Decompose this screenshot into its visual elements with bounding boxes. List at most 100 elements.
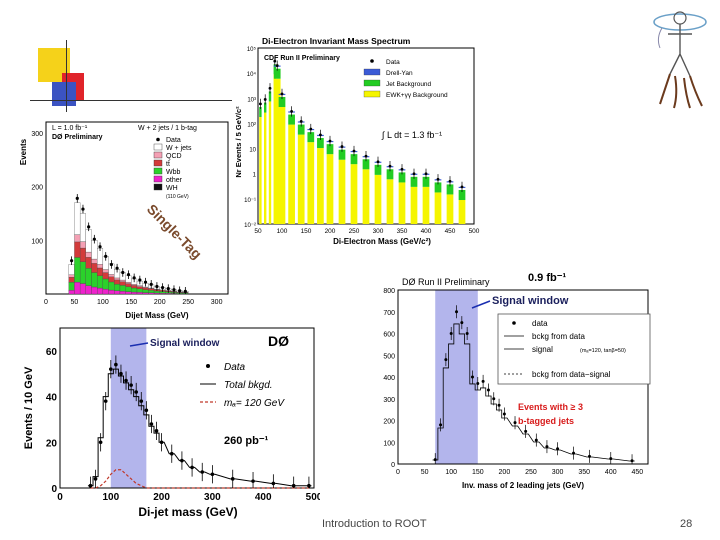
- legend-entry: Data: [386, 59, 400, 66]
- legend-swatch: [153, 167, 163, 175]
- data-point: [476, 382, 480, 386]
- stack-bar-wbb: [114, 283, 121, 291]
- single-tag-stamp: Single-Tag: [144, 201, 205, 262]
- jet-bar: [278, 96, 286, 108]
- legend-entry: QCD: [166, 153, 182, 160]
- x-tick-label: 150: [472, 469, 484, 476]
- legend-entry-signal: mₐ= 120 GeV: [224, 398, 285, 409]
- deco-vline: [66, 40, 67, 120]
- stack-bar-wbb: [68, 282, 75, 291]
- data-point: [492, 397, 496, 401]
- legend-entry: Drell-Yan: [386, 70, 413, 77]
- legend-entry: bckg from data: [532, 332, 585, 341]
- data-point: [180, 458, 184, 463]
- data-point: [200, 470, 205, 474]
- ewk-bar: [273, 78, 281, 224]
- x-tick-label: 150: [301, 228, 312, 235]
- stack-bar-ttbar: [119, 281, 126, 286]
- data-point: [465, 332, 469, 335]
- x-tick-label: 300: [211, 299, 223, 306]
- lumi-label: ∫ L dt = 1.3 fb⁻¹: [381, 130, 442, 140]
- jet-bar: [350, 154, 358, 165]
- data-point: [630, 459, 634, 463]
- ewk-bar: [386, 179, 394, 224]
- signal-window-label: Signal window: [492, 295, 569, 307]
- ewk-bar: [398, 182, 406, 224]
- stack-bar-wbb: [85, 268, 92, 286]
- data-point: [470, 375, 474, 379]
- legend-entry: other: [166, 177, 183, 184]
- y-tick-label: 0: [51, 484, 57, 495]
- y-tick-label: 200: [31, 185, 43, 192]
- legend-swatch: [363, 68, 381, 76]
- stack-bar-qcd: [114, 277, 121, 281]
- y-tick-label: 300: [383, 397, 395, 404]
- y-tick-label: 0: [391, 462, 395, 469]
- data-point: [486, 388, 490, 392]
- footer-title: Introduction to ROOT: [322, 518, 427, 530]
- data-point: [534, 438, 538, 442]
- legend-entry: (mₐ=120, tanβ=50): [580, 348, 626, 354]
- stack-bar-ttbar: [142, 287, 149, 290]
- stack-bar-qcd: [131, 284, 138, 286]
- data-point: [139, 399, 144, 403]
- preliminary-label: CDF Run II Preliminary: [264, 55, 340, 62]
- data-point: [572, 451, 576, 455]
- panel-d0-run2-plot: 0 50 100 150 200 250 300 350 400 450 0 100 200 300 400…: [368, 268, 660, 496]
- stack-bar-other: [74, 281, 81, 295]
- stack-bar-qcd: [79, 241, 86, 249]
- ewk-bar: [446, 194, 454, 224]
- signal-window-arrow: [129, 342, 149, 347]
- x-tick-label: 200: [154, 299, 166, 306]
- signal-window-band: [435, 290, 478, 464]
- y-tick-label: 400: [383, 375, 395, 382]
- stack-bar-ttbar: [131, 285, 138, 289]
- y-tick-label: 10⁵: [247, 46, 257, 53]
- x-tick-label: 150: [125, 299, 137, 306]
- stack-bar-other: [85, 285, 92, 295]
- y-tick-label: 10³: [247, 97, 256, 103]
- x-tick-label: 300: [552, 469, 564, 476]
- legend-marker-data: [156, 137, 160, 142]
- ewk-bar: [458, 200, 466, 224]
- data-point: [119, 371, 123, 376]
- legend-entry: WH: [166, 185, 178, 192]
- x-tick-label: 0: [396, 469, 400, 476]
- legend-swatch: [153, 159, 163, 167]
- stack-bar-qcd: [68, 274, 75, 278]
- stack-bar-wbb: [153, 290, 160, 294]
- panel-single-tag-plot: 0 50 100 150 200 250 300 100 200 300 Events L = 1.0…: [18, 112, 238, 322]
- y-tick-label: 10⁻²: [244, 223, 256, 229]
- data-point: [149, 422, 154, 426]
- jet-bar: [434, 182, 442, 193]
- preliminary-label: DØ Run II Preliminary: [402, 277, 490, 287]
- data-point: [114, 362, 118, 367]
- y-tick-label: 300: [31, 131, 43, 138]
- jet-bar: [273, 68, 281, 79]
- ewk-bar: [350, 164, 358, 224]
- legend-entry: Data: [166, 137, 181, 144]
- y-tick-label: 700: [383, 310, 395, 317]
- legend-swatch: [363, 79, 381, 87]
- x-tick-label: 50: [421, 469, 429, 476]
- jet-bar: [374, 164, 382, 175]
- data-point: [129, 383, 133, 387]
- stack-bar-other: [68, 290, 75, 295]
- signal-window-arrow: [471, 300, 491, 309]
- x-tick-label: 500: [469, 228, 480, 235]
- experiment-label: DØ: [268, 333, 289, 349]
- jet-bar: [398, 172, 406, 183]
- y-tick-label: 10: [249, 148, 256, 154]
- data-point: [307, 483, 311, 488]
- stack-bar-wbb: [102, 278, 109, 290]
- x-tick-label: 500: [306, 492, 320, 503]
- x-tick-label: 400: [255, 492, 272, 503]
- lumi-label: L = 1.0 fb⁻¹: [52, 125, 88, 132]
- data-point: [230, 477, 235, 481]
- selection-label: W + 2 jets / 1 b-tag: [138, 125, 197, 132]
- y-tick-label: 40: [46, 393, 58, 404]
- jet-bar: [386, 169, 394, 180]
- stack-bar-wbb: [142, 289, 149, 293]
- x-tick-label: 400: [421, 228, 432, 235]
- x-tick-label: 200: [325, 228, 336, 235]
